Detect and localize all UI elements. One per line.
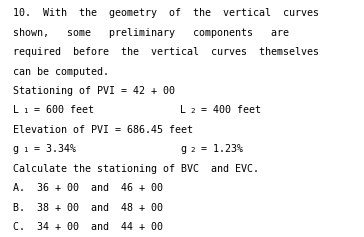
Text: Stationing of PVI = 42 + 00: Stationing of PVI = 42 + 00 [13, 86, 175, 96]
Text: L: L [180, 105, 186, 115]
Text: = 1.23%: = 1.23% [195, 144, 243, 154]
Text: 1: 1 [23, 147, 27, 153]
Text: 2: 2 [190, 147, 195, 153]
Text: can be computed.: can be computed. [13, 67, 109, 77]
Text: = 600 feet: = 600 feet [28, 105, 94, 115]
Text: required  before  the  vertical  curves  themselves: required before the vertical curves them… [13, 47, 319, 57]
Text: A.  36 + 00  and  46 + 00: A. 36 + 00 and 46 + 00 [13, 183, 163, 193]
Text: shown,   some   preliminary   components   are: shown, some preliminary components are [13, 28, 289, 38]
Text: 10.  With  the  geometry  of  the  vertical  curves: 10. With the geometry of the vertical cu… [13, 8, 319, 18]
Text: B.  38 + 00  and  48 + 00: B. 38 + 00 and 48 + 00 [13, 203, 163, 213]
Text: Elevation of PVI = 686.45 feet: Elevation of PVI = 686.45 feet [13, 125, 193, 135]
Text: Calculate the stationing of BVC  and EVC.: Calculate the stationing of BVC and EVC. [13, 164, 259, 174]
Text: = 3.34%: = 3.34% [28, 144, 76, 154]
Text: 2: 2 [190, 108, 195, 114]
Text: = 400 feet: = 400 feet [195, 105, 261, 115]
Text: g: g [13, 144, 19, 154]
Text: C.  34 + 00  and  44 + 00: C. 34 + 00 and 44 + 00 [13, 222, 163, 232]
Text: g: g [180, 144, 186, 154]
Text: L: L [13, 105, 19, 115]
Text: 1: 1 [23, 108, 27, 114]
